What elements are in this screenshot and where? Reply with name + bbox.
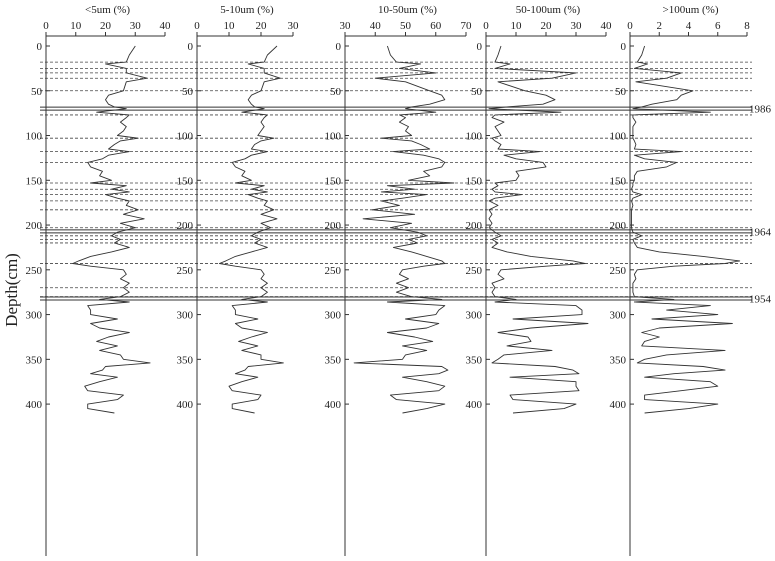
panel-3-x-tick-label-3: 30 [571, 20, 583, 32]
year-label-2: 1954 [749, 293, 772, 305]
panels-layer: <5um (%)0 10 20 30 4005010015020025030035040… [26, 4, 750, 556]
panel-3-y-tick-label-4: 200 [466, 220, 483, 232]
panel-3-x-tick-label-4: 40 [601, 20, 613, 32]
panel-3-y-tick-label-8: 400 [466, 399, 483, 411]
year-label-1: 1964 [749, 226, 772, 238]
y-axis-label: Depth(cm) [2, 253, 21, 327]
panel-2-y-tick-label-1: 50 [330, 86, 342, 98]
panel-0-x-tick-label-4: 40 [160, 20, 172, 32]
panel-3-x-tick-label-0: 0 [483, 20, 489, 32]
panel-0-series-line [72, 45, 151, 414]
panel-1-y-tick-label-0: 0 [188, 41, 194, 53]
panel-4-x-tick-label-1: 2 [657, 20, 663, 32]
panel-2-y-tick-label-8: 400 [325, 399, 342, 411]
panel-4-series-line [631, 45, 741, 414]
panel-2-y-tick-label-3: 150 [325, 175, 342, 187]
panel-4-x-tick-label-3: 6 [715, 20, 721, 32]
panel-1-x-tick-label-3: 30 [288, 20, 300, 32]
panel-1-y-tick-label-2: 100 [177, 131, 194, 143]
panel-0-y-tick-label-8: 400 [26, 399, 43, 411]
panel-0-x-tick-label-0: 0 [43, 20, 49, 32]
panel-4-y-tick-label-8: 400 [610, 399, 627, 411]
panel-4-x-tick-label-0: 0 [627, 20, 633, 32]
panel-2-y-tick-label-6: 300 [325, 310, 342, 322]
panel-4: >100um (%) 0 2 4 6 8 0 50 100 150 200 250 300 350 400 [610, 4, 750, 556]
panel-1-y-tick-label-4: 200 [177, 220, 194, 232]
panel-3-y-tick-label-1: 50 [471, 86, 483, 98]
panel-title-4: >100um (%) [663, 4, 719, 16]
panel-title-1: 5-10um (%) [220, 4, 274, 16]
panel-4-y-tick-label-7: 350 [610, 354, 627, 366]
panel-3-y-tick-label-6: 300 [466, 310, 483, 322]
panel-3-x-tick-label-2: 20 [541, 20, 553, 32]
panel-0-y-tick-label-1: 50 [31, 86, 43, 98]
panel-1-x-tick-label-2: 20 [256, 20, 268, 32]
panel-1-y-tick-label-3: 150 [177, 175, 194, 187]
panel-2-x-tick-label-4: 70 [461, 20, 473, 32]
panel-1-x-tick-label-0: 0 [194, 20, 200, 32]
panel-0-y-tick-label-4: 200 [26, 220, 43, 232]
panel-2-x-tick-label-2: 50 [400, 20, 412, 32]
panel-3-series-line [488, 45, 589, 414]
panel-2-x-tick-label-1: 40 [370, 20, 382, 32]
panel-0-x-tick-label-2: 20 [100, 20, 112, 32]
panel-1: 5-10um (%)0 10 20 3005010015020025030035040… [177, 4, 300, 556]
panel-0-x-tick-label-3: 30 [130, 20, 142, 32]
year-label-0: 1986 [749, 104, 772, 116]
panel-2-y-tick-label-0: 0 [336, 41, 342, 53]
panel-3-y-tick-label-7: 350 [466, 354, 483, 366]
panel-0-y-tick-label-3: 150 [26, 175, 43, 187]
panel-3-y-tick-label-2: 100 [466, 131, 483, 143]
panel-2-y-tick-label-2: 100 [325, 131, 342, 143]
panel-0-y-tick-label-5: 250 [26, 265, 43, 277]
panel-1-y-tick-label-1: 50 [182, 86, 194, 98]
panel-1-y-tick-label-6: 300 [177, 310, 194, 322]
panel-2-y-tick-label-7: 350 [325, 354, 342, 366]
panel-4-y-tick-label-0: 0 [621, 41, 627, 53]
panel-4-x-tick-label-4: 8 [744, 20, 750, 32]
panel-2-series-line [353, 45, 455, 414]
panel-4-y-tick-label-3: 150 [610, 175, 627, 187]
panel-1-y-tick-label-5: 250 [177, 265, 194, 277]
panel-0: <5um (%)0 10 20 30 4005010015020025030035040… [26, 4, 172, 556]
panel-4-y-tick-label-1: 50 [615, 86, 627, 98]
panel-title-3: 50-100um (%) [516, 4, 581, 16]
panel-0-y-tick-label-6: 300 [26, 310, 43, 322]
panel-3-y-tick-label-0: 0 [477, 41, 483, 53]
panel-2-y-tick-label-4: 200 [325, 220, 342, 232]
panel-2-x-tick-label-0: 30 [340, 20, 352, 32]
panel-4-y-tick-label-4: 200 [610, 220, 627, 232]
panel-0-y-tick-label-0: 0 [37, 41, 43, 53]
panel-0-y-tick-label-2: 100 [26, 131, 43, 143]
panel-1-x-tick-label-1: 10 [224, 20, 236, 32]
panel-4-x-tick-label-2: 4 [686, 20, 692, 32]
panel-1-y-tick-label-8: 400 [177, 399, 194, 411]
panel-4-y-tick-label-2: 100 [610, 131, 627, 143]
panel-0-x-tick-label-1: 10 [70, 20, 82, 32]
panel-2-x-tick-label-3: 60 [430, 20, 442, 32]
panel-1-series-line [218, 45, 284, 414]
marker-lines-layer [40, 61, 752, 301]
panel-3-y-tick-label-3: 150 [466, 175, 483, 187]
panel-3-y-tick-label-5: 250 [466, 265, 483, 277]
panel-1-y-tick-label-7: 350 [177, 354, 194, 366]
panel-title-0: <5um (%) [85, 4, 130, 16]
panel-0-y-tick-label-7: 350 [26, 354, 43, 366]
panel-2: 10-50um (%) 30 40 50 60 70 0 50 100 150 200 250 300 3… [325, 4, 473, 556]
panel-4-y-tick-label-6: 300 [610, 310, 627, 322]
panel-3-x-tick-label-1: 10 [511, 20, 523, 32]
panel-2-y-tick-label-5: 250 [325, 265, 342, 277]
panel-4-y-tick-label-5: 250 [610, 265, 627, 277]
year-labels-layer: 1986 1964 1954 [749, 104, 772, 306]
panel-3: 50-100um (%)0 10 20 30 400501001502002503003… [466, 4, 613, 556]
panel-title-2: 10-50um (%) [378, 4, 437, 16]
